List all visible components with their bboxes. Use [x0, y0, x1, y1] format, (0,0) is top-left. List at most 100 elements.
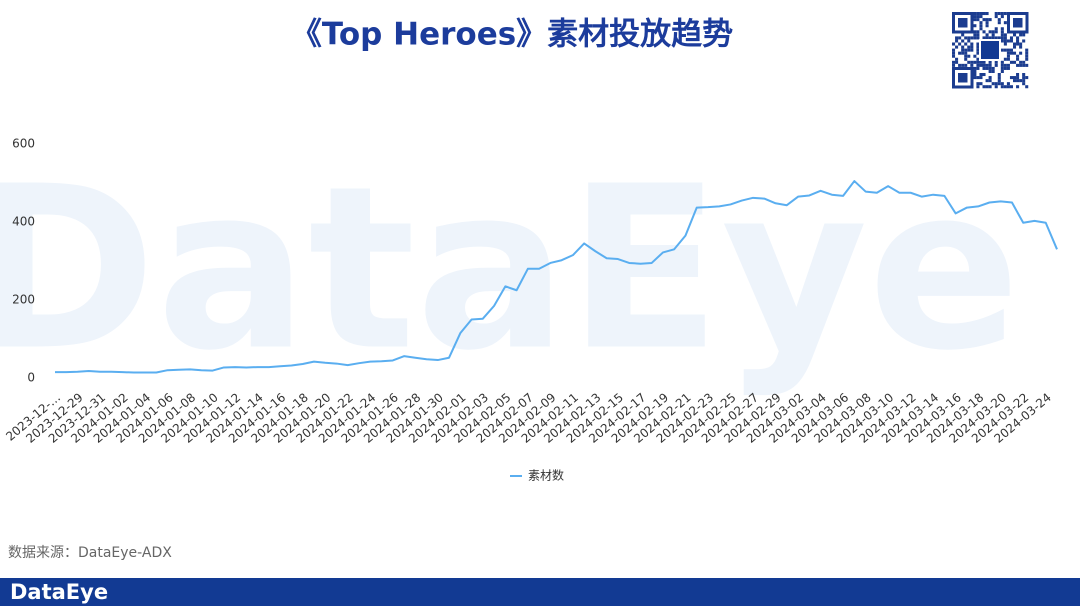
- qr-cell: [988, 69, 992, 73]
- qr-cell: [979, 21, 983, 25]
- qr-cell: [955, 60, 959, 64]
- qr-cell: [955, 36, 959, 40]
- qr-cell: [1009, 85, 1013, 89]
- qr-cell: [1000, 12, 1004, 16]
- qr-cell: [967, 60, 971, 64]
- qr-cell: [958, 63, 962, 67]
- y-tick-label: 600: [12, 137, 35, 151]
- qr-cell: [1016, 63, 1020, 67]
- qr-cell: [973, 15, 977, 19]
- qr-cell: [1003, 57, 1007, 61]
- qr-cell: [976, 12, 980, 16]
- qr-cell: [955, 57, 959, 61]
- qr-cell: [1003, 85, 1007, 89]
- qr-cell: [1000, 66, 1004, 70]
- qr-cell: [985, 85, 989, 89]
- footer-logo: DataEye: [10, 580, 108, 604]
- qr-cell: [997, 79, 1001, 83]
- qr-cell: [988, 63, 992, 67]
- qr-cell: [985, 79, 989, 83]
- qr-cell: [982, 85, 986, 89]
- qr-cell: [1016, 39, 1020, 43]
- qr-cell: [994, 36, 998, 40]
- qr-cell: [1016, 76, 1020, 80]
- footer-bar: [0, 578, 1080, 606]
- qr-cell: [952, 60, 956, 64]
- qr-cell: [958, 51, 962, 55]
- qr-cell: [976, 63, 980, 67]
- qr-cell: [970, 36, 974, 40]
- qr-cell: [988, 66, 992, 70]
- qr-cell: [973, 30, 977, 34]
- qr-cell: [973, 69, 977, 73]
- qr-cell: [964, 51, 968, 55]
- qr-cell: [1022, 60, 1026, 64]
- qr-cell: [988, 85, 992, 89]
- qr-cell: [958, 36, 962, 40]
- qr-cell: [997, 21, 1001, 25]
- qr-cell: [973, 66, 977, 70]
- qr-cell: [1019, 63, 1023, 67]
- qr-cell: [988, 30, 992, 34]
- qr-cell: [982, 63, 986, 67]
- qr-cell: [1006, 66, 1010, 70]
- qr-finder: [952, 12, 974, 34]
- qr-cell: [976, 57, 980, 61]
- qr-cell: [982, 36, 986, 40]
- qr-cell: [997, 36, 1001, 40]
- qr-cell: [961, 39, 965, 43]
- qr-cell: [976, 15, 980, 19]
- qr-cell: [976, 30, 980, 34]
- qr-cell: [967, 45, 971, 49]
- source: 数据来源：DataEye-ADX: [8, 545, 172, 561]
- qr-cell: [1013, 51, 1017, 55]
- qr-cell: [1000, 82, 1004, 86]
- y-tick-label: 400: [12, 215, 35, 229]
- qr-cell: [1013, 45, 1017, 49]
- qr-cell: [1003, 63, 1007, 67]
- qr-cell: [979, 24, 983, 28]
- qr-logo: [979, 39, 1001, 61]
- qr-cell: [1016, 57, 1020, 61]
- qr-cell: [979, 82, 983, 86]
- qr-cell: [991, 36, 995, 40]
- qr-cell: [1009, 48, 1013, 52]
- qr-cell: [1000, 69, 1004, 73]
- qr-cell: [982, 60, 986, 64]
- qr-cell: [973, 12, 977, 16]
- qr-cell: [1000, 33, 1004, 37]
- qr-cell: [1019, 45, 1023, 49]
- qr-cell: [991, 69, 995, 73]
- qr-cell: [1013, 42, 1017, 46]
- qr-cell: [955, 39, 959, 43]
- qr-cell: [1000, 63, 1004, 67]
- qr-cell: [964, 54, 968, 58]
- qr-cell: [1003, 12, 1007, 16]
- qr-cell: [1016, 36, 1020, 40]
- qr-cell: [1022, 63, 1026, 67]
- chart-title: 《Top Heroes》素材投放趋势: [291, 17, 733, 53]
- qr-cell: [985, 66, 989, 70]
- qr-cell: [1000, 15, 1004, 19]
- qr-cell: [1009, 39, 1013, 43]
- qr-cell: [1025, 63, 1029, 67]
- qr-cell: [1003, 33, 1007, 37]
- qr-cell: [964, 48, 968, 52]
- qr-cell: [1003, 66, 1007, 70]
- qr-cell: [1000, 36, 1004, 40]
- qr-cell: [994, 27, 998, 31]
- qr-cell: [1019, 79, 1023, 83]
- qr-cell: [952, 51, 956, 55]
- qr-cell: [967, 36, 971, 40]
- qr-cell: [979, 60, 983, 64]
- qr-cell: [1022, 76, 1026, 80]
- qr-cell: [979, 27, 983, 31]
- qr-code: [950, 10, 1030, 90]
- qr-cell: [1003, 21, 1007, 25]
- qr-cell: [970, 60, 974, 64]
- qr-cell: [991, 30, 995, 34]
- qr-cell: [985, 24, 989, 28]
- qr-cell: [985, 63, 989, 67]
- qr-cell: [982, 73, 986, 77]
- qr-cell: [976, 76, 980, 80]
